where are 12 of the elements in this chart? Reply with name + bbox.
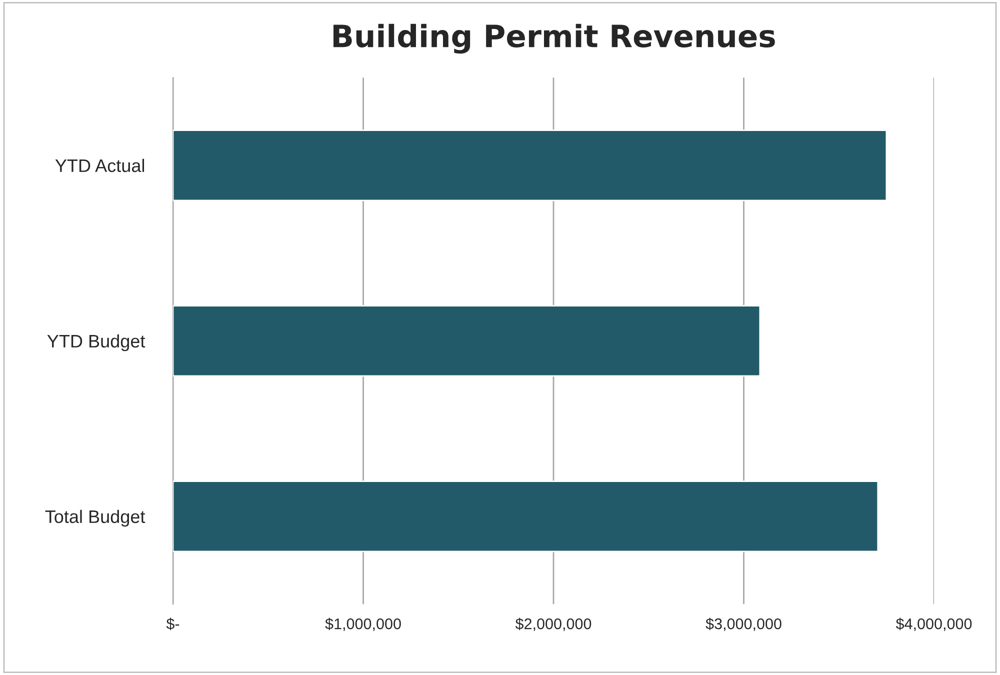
- x-tick-label: $3,000,000: [706, 618, 782, 632]
- bar: [173, 130, 888, 202]
- bar: [173, 305, 761, 377]
- y-tick-label: YTD Budget: [47, 334, 146, 352]
- chart-title: Building Permit Revenues: [333, 24, 775, 54]
- bar: [173, 480, 879, 552]
- y-tick-label: YTD Actual: [55, 158, 144, 172]
- x-tick-label: $2,000,000: [515, 618, 592, 632]
- x-tick-label: $1,000,000: [325, 618, 401, 632]
- x-tick-label: $4,000,000: [896, 618, 972, 632]
- x-tick-label: $-: [166, 618, 180, 630]
- y-tick-label: Total Budget: [45, 510, 146, 527]
